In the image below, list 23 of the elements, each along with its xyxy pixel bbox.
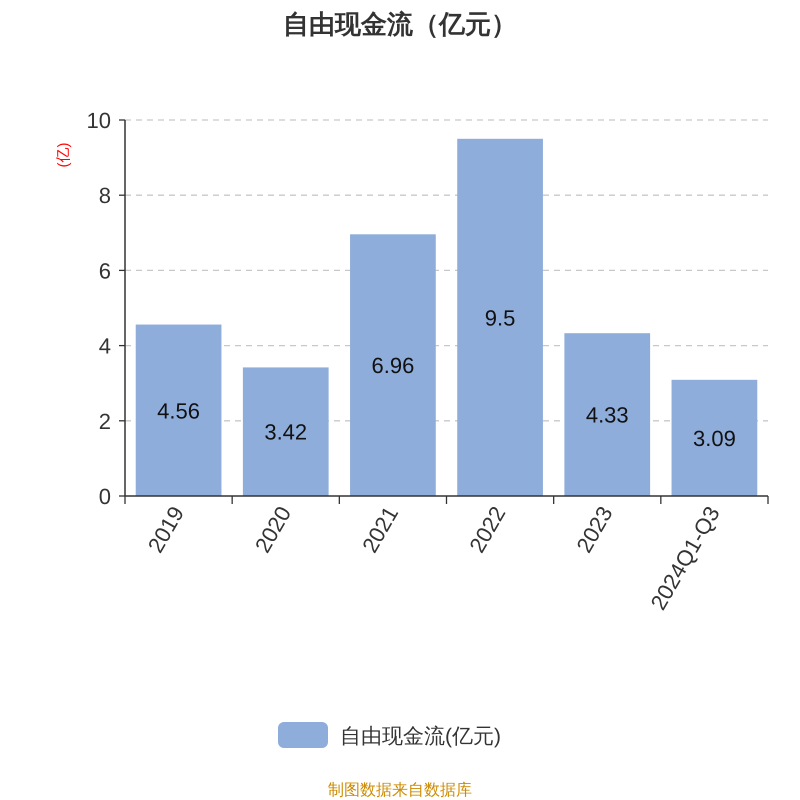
y-tick-label: 10 (86, 108, 111, 133)
y-tick-label: 8 (98, 183, 111, 208)
bar (242, 367, 329, 496)
text: 制图数据来自数据库 (328, 781, 472, 799)
y-axis-title: (亿) (55, 142, 72, 168)
data-label: 4.33 (586, 402, 629, 428)
data-label: 3.09 (693, 426, 736, 451)
bar (672, 380, 758, 496)
legend-label: 自由现金流(亿元) (340, 725, 501, 748)
bar (564, 333, 650, 496)
data-label: 9.5 (484, 305, 516, 330)
y-tick-label: 6 (98, 258, 111, 284)
y-tick-label: 4 (98, 334, 111, 359)
data-label: 4.56 (157, 398, 200, 424)
bar (136, 324, 222, 496)
chart-title: 自由现金流（亿元） (283, 9, 517, 39)
bar (457, 138, 543, 496)
y-tick-label: 0 (98, 484, 111, 509)
y-tick-label: 2 (98, 408, 111, 434)
bar (350, 234, 436, 496)
legend: 自由现金流(亿元) (278, 722, 501, 748)
data-label: 3.42 (264, 420, 308, 445)
data-label: 6.96 (372, 353, 414, 378)
